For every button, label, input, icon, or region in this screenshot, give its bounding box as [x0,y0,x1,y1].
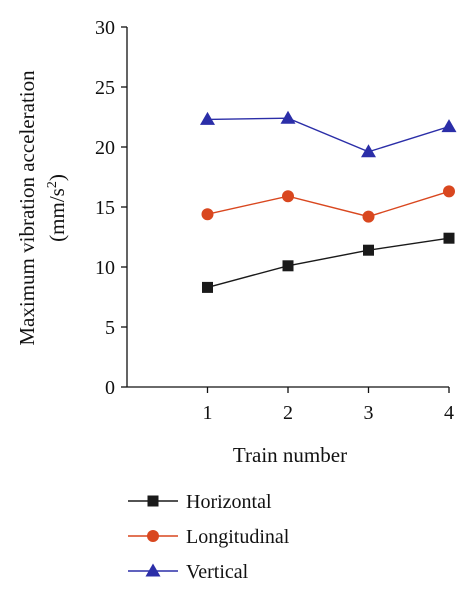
series-longitudinal [201,185,455,223]
series-vertical [200,110,457,158]
y-axis-ticks: 0 5 10 15 20 25 30 [95,17,127,399]
legend-item-vertical: Vertical [128,561,249,583]
y-tick-label: 15 [95,197,115,219]
legend-item-longitudinal: Longitudinal [128,526,290,548]
series-line [207,190,450,218]
series-group [200,110,457,293]
legend-marker [147,495,159,507]
legend-marker [145,563,161,577]
y-tick-label: 10 [95,257,115,279]
legend-marker [147,530,159,542]
legend-label: Vertical [186,561,249,583]
y-tick-label: 0 [105,377,115,399]
data-point [282,190,294,203]
series-horizontal [202,232,455,293]
data-point [361,144,376,158]
legend-label: Horizontal [186,491,272,513]
data-point [443,232,455,244]
legend-label: Longitudinal [186,526,290,548]
data-point [363,244,374,256]
data-point [280,110,296,124]
data-point [362,210,375,223]
data-point [441,119,457,133]
data-point [201,208,214,221]
data-point [202,281,213,293]
y-axis-title-line2: (mm/s2) [45,174,69,242]
y-axis-unit-close: ) [45,174,69,181]
series-line [207,117,450,153]
x-tick-label: 2 [283,402,293,424]
legend-item-horizontal: Horizontal [128,491,272,513]
y-tick-label: 30 [95,17,115,39]
y-tick-label: 20 [95,137,115,159]
y-axis-title: Maximum vibration acceleration (mm/s2) [15,70,69,346]
y-tick-label: 25 [95,77,115,99]
y-axis-unit-exponent: 2 [45,181,60,188]
data-point [200,111,215,125]
x-axis-title: Train number [233,443,347,467]
y-axis-unit: (mm/s [45,188,69,242]
data-point [443,185,455,198]
data-point [282,260,294,272]
y-tick-label: 5 [105,317,115,339]
legend: Horizontal Longitudinal Vertical [128,491,290,583]
x-tick-label: 1 [203,402,213,424]
y-axis-title-line1: Maximum vibration acceleration [15,70,39,346]
x-axis-ticks: 1 2 3 4 [203,387,454,424]
x-tick-label: 4 [444,402,454,424]
x-tick-label: 3 [364,402,374,424]
series-line [207,237,450,289]
